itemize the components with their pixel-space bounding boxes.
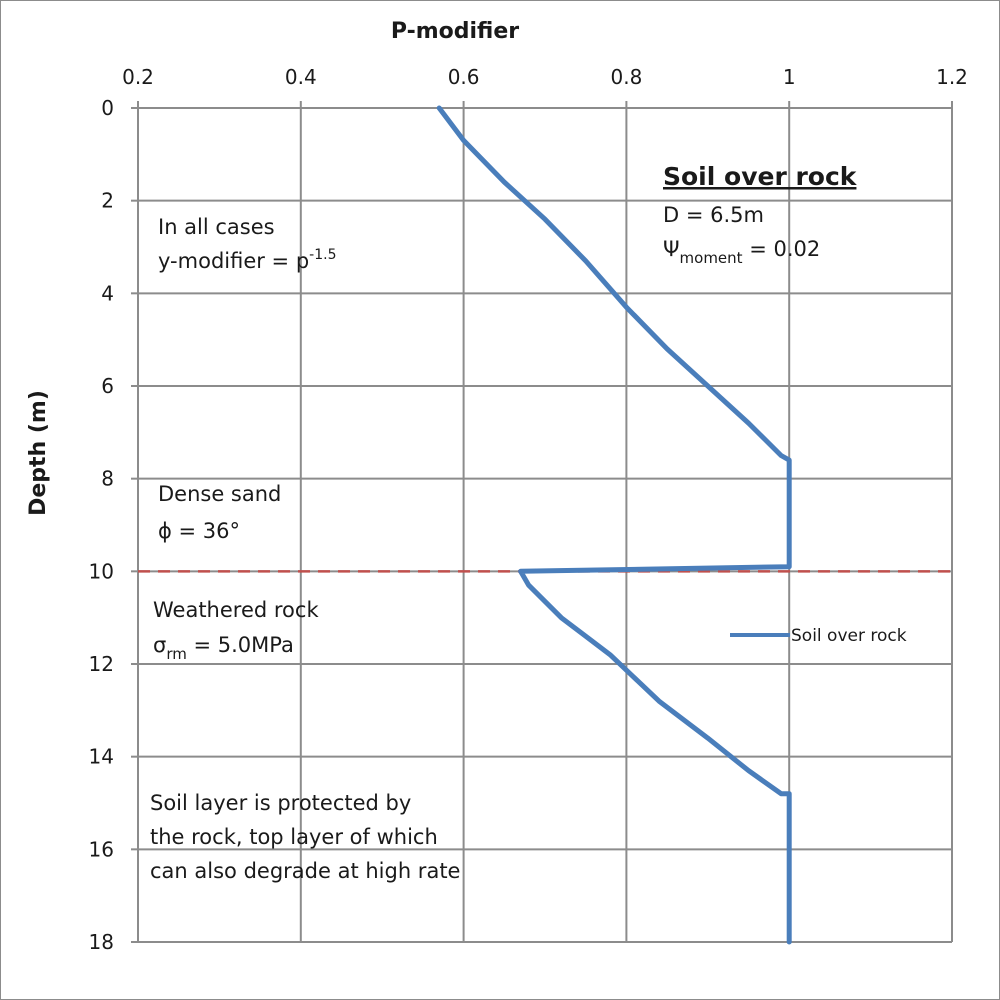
psi-moment-label: Ψmoment = 0.02: [663, 237, 820, 267]
y-tick-label: 8: [101, 467, 114, 491]
cases-line-1: In all cases: [158, 215, 275, 239]
legend-label: Soil over rock: [791, 626, 907, 646]
psi-symbol: Ψ: [663, 237, 680, 261]
psi-subscript: moment: [680, 249, 743, 267]
x-tick-label: 1: [783, 65, 796, 89]
y-tick-label: 14: [89, 745, 114, 769]
psi-value: = 0.02: [743, 237, 821, 261]
rock-strength-label: σrm = 5.0MPa: [153, 633, 294, 663]
y-axis-title: Depth (m): [26, 390, 51, 516]
rock-label: Weathered rock: [153, 598, 319, 622]
rock-value: = 5.0MPa: [187, 633, 294, 657]
protect-line-1: Soil layer is protected by: [150, 791, 411, 815]
rock-sigma: σ: [153, 633, 166, 657]
protect-line-3: can also degrade at high rate: [150, 859, 460, 883]
y-tick-label: 4: [101, 281, 114, 305]
legend: Soil over rock: [730, 626, 907, 646]
d-value-label: D = 6.5m: [663, 203, 764, 227]
y-tick-label: 2: [101, 189, 114, 213]
y-modifier-exponent: -1.5: [309, 247, 336, 263]
y-tick-label: 10: [89, 559, 114, 583]
rock-subscript: rm: [166, 645, 187, 663]
y-tick-label: 0: [101, 96, 114, 120]
chart-heading: Soil over rock: [663, 162, 858, 191]
sand-friction-angle: ϕ = 36°: [158, 519, 240, 543]
y-tick-label: 18: [89, 930, 114, 954]
y-tick-label: 12: [89, 652, 114, 676]
x-tick-label: 0.8: [610, 65, 642, 89]
protect-line-2: the rock, top layer of which: [150, 825, 438, 849]
x-tick-label: 0.2: [122, 65, 154, 89]
series-layer: [436, 105, 792, 945]
x-tick-label: 1.2: [936, 65, 968, 89]
x-tick-label: 0.6: [448, 65, 480, 89]
x-axis-title: P-modifier: [391, 19, 519, 44]
tick-labels: 0.2 0.4 0.6 0.8 1 1.2 0 2 4 6 8 10 12 14 16 18: [89, 65, 968, 954]
cases-line-2: y-modifier = p-1.5: [158, 247, 337, 273]
sand-label: Dense sand: [158, 482, 281, 506]
y-tick-label: 6: [101, 374, 114, 398]
x-tick-label: 0.4: [285, 65, 317, 89]
series-line: [436, 105, 792, 945]
y-modifier-formula: y-modifier = p: [158, 249, 309, 273]
y-tick-label: 16: [89, 837, 114, 861]
